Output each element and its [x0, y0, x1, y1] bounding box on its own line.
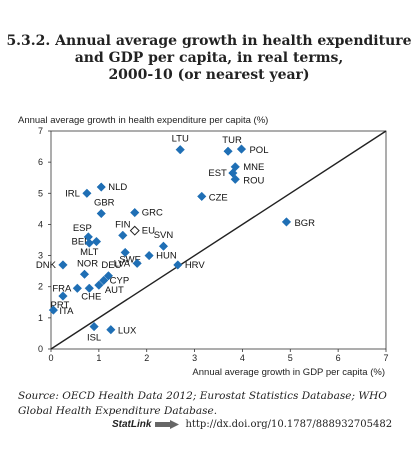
- point-label-deu: DEU: [101, 260, 121, 271]
- point-label-swe: SWE: [119, 254, 141, 265]
- point-marker-fra: [72, 283, 82, 293]
- data-points: LTU TUR POL MNE EST ROU CZE BGR NLD IRL GBR GRC EU FI…: [36, 134, 315, 344]
- y-tick-label: 4: [38, 219, 43, 229]
- statlink-url[interactable]: http://dx.doi.org/10.1787/888932705482: [185, 419, 393, 430]
- point-marker-hun: [144, 250, 154, 261]
- point-marker-swe: [120, 247, 130, 258]
- point-label-hun: HUN: [156, 251, 177, 262]
- point-marker-eu: [129, 225, 140, 236]
- point-label-est: EST: [208, 168, 227, 179]
- chart-title-line-1: 5.3.2. Annual average growth in health e…: [6, 33, 412, 49]
- point-label-mlt: MLT: [80, 247, 98, 258]
- y-tick-label: 0: [38, 344, 43, 354]
- chart-title: 5.3.2. Annual average growth in health e…: [0, 33, 418, 84]
- point-label-grc: GRC: [142, 208, 163, 219]
- point-label-nld: NLD: [108, 182, 127, 193]
- point-label-che: CHE: [81, 291, 101, 302]
- scatter-chart: Annual average growth in health expendit…: [18, 115, 389, 378]
- point-label-bel: BEL: [71, 237, 89, 248]
- axis-ticks: 0 1 2 3 4 5 6 7 0 1 2 3 4 5 6 7: [38, 126, 389, 363]
- x-tick-label: 0: [48, 353, 53, 363]
- point-label-bgr: BGR: [294, 218, 315, 229]
- point-label-ltu: LTU: [172, 134, 189, 145]
- point-marker-aut: [94, 280, 104, 290]
- source-note: Source: OECD Health Data 2012; Eurostat …: [18, 390, 387, 417]
- x-tick-label: 1: [96, 353, 101, 363]
- point-label-gbr: GBR: [94, 198, 115, 209]
- point-marker-deu: [103, 271, 114, 281]
- x-tick-label: 2: [144, 353, 149, 363]
- point-marker-che: [84, 283, 94, 293]
- point-label-svn: SVN: [154, 230, 174, 241]
- diagonal-reference-line: [50, 130, 387, 350]
- point-marker-fin: [118, 230, 128, 240]
- x-tick-label: 7: [383, 353, 388, 363]
- point-marker-nor: [79, 269, 90, 279]
- y-tick-label: 2: [38, 282, 43, 292]
- point-label-mne: MNE: [243, 162, 264, 173]
- point-marker-tur: [223, 146, 233, 156]
- point-label-ita: ITA: [59, 306, 74, 317]
- point-marker-bel: [91, 236, 102, 247]
- point-marker-hrv: [173, 260, 183, 270]
- point-label-prt: PRT: [51, 300, 70, 311]
- point-marker-grc: [130, 207, 140, 218]
- point-marker-bgr: [281, 217, 292, 227]
- statlink-logo-icon: [155, 420, 180, 429]
- point-label-fin: FIN: [115, 219, 130, 230]
- point-marker-mlt: [84, 238, 94, 248]
- point-label-dnk: DNK: [36, 260, 57, 271]
- point-marker-lux: [106, 325, 116, 335]
- point-label-eu: EU: [142, 226, 155, 237]
- x-tick-label: 5: [288, 353, 293, 363]
- point-label-cyp: CYP: [110, 275, 130, 286]
- y-tick-label: 3: [38, 251, 43, 261]
- point-label-isl: ISL: [87, 333, 101, 344]
- point-label-rou: ROU: [243, 175, 264, 186]
- x-axis-label: Annual average growth in GDP per capita …: [192, 367, 385, 378]
- point-label-fra: FRA: [52, 283, 72, 294]
- point-marker-dnk: [58, 260, 68, 270]
- point-marker-gbr: [96, 208, 106, 219]
- point-marker-ita: [48, 305, 59, 315]
- plot-frame: [50, 130, 387, 350]
- point-label-esp: ESP: [73, 223, 92, 234]
- x-tick-label: 4: [240, 353, 245, 363]
- point-label-nor: NOR: [77, 258, 98, 269]
- statlink: StatLink http://dx.doi.org/10.1787/888932…: [112, 419, 392, 430]
- point-marker-prt: [58, 291, 68, 301]
- statlink-label: StatLink: [112, 419, 152, 430]
- y-tick-label: 7: [38, 126, 43, 136]
- point-marker-isl: [89, 321, 99, 332]
- point-label-lux: LUX: [118, 326, 137, 337]
- y-axis-label: Annual average growth in health expendit…: [18, 115, 268, 126]
- point-label-irl: IRL: [65, 188, 80, 199]
- point-marker-cze: [197, 191, 207, 202]
- point-marker-irl: [82, 188, 92, 198]
- chart-title-line-3: 2000-10 (or nearest year): [108, 67, 310, 83]
- point-marker-nld: [96, 182, 106, 192]
- point-label-pol: POL: [249, 145, 268, 156]
- y-tick-label: 1: [38, 313, 43, 323]
- point-label-cze: CZE: [209, 192, 228, 203]
- point-label-hrv: HRV: [185, 260, 206, 271]
- point-marker-rou: [230, 174, 240, 184]
- y-tick-label: 6: [38, 157, 43, 167]
- chart-title-line-2: and GDP per capita, in real terms,: [74, 50, 344, 66]
- point-marker-lva: [132, 258, 142, 269]
- point-label-tur: TUR: [222, 135, 242, 146]
- point-marker-svn: [158, 241, 169, 251]
- point-marker-cyp: [98, 275, 109, 286]
- point-marker-pol: [236, 144, 247, 154]
- x-tick-label: 3: [192, 353, 197, 363]
- x-tick-label: 6: [336, 353, 341, 363]
- y-tick-label: 5: [38, 188, 43, 198]
- point-label-aut: AUT: [105, 285, 124, 296]
- point-marker-ltu: [175, 145, 185, 155]
- point-label-lva: LVA: [114, 258, 131, 269]
